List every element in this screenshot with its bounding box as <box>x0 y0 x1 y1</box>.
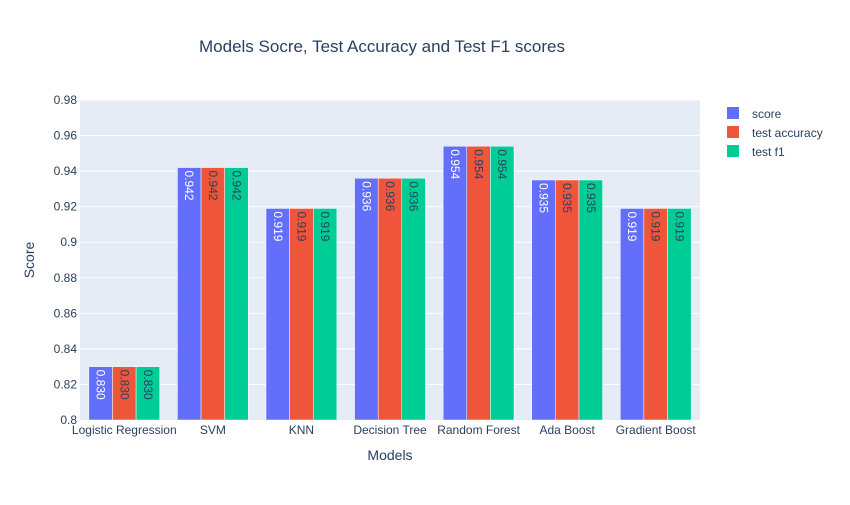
bar-value-label: 0.919 <box>294 211 308 241</box>
y-tick-label: 0.84 <box>54 342 78 356</box>
bar-value-label: 0.935 <box>560 183 574 213</box>
legend-label: score <box>752 107 782 121</box>
legend-swatch <box>727 145 739 157</box>
x-tick-label: Decision Tree <box>353 423 427 437</box>
x-tick-label: Random Forest <box>437 423 520 437</box>
x-tick-label: Ada Boost <box>539 423 595 437</box>
bar-value-label: 0.954 <box>472 149 486 179</box>
bar-value-label: 0.954 <box>495 149 509 179</box>
legend-swatch <box>727 126 739 138</box>
y-tick-label: 0.86 <box>54 306 78 320</box>
bar-value-label: 0.830 <box>117 370 131 400</box>
bar-value-label: 0.942 <box>206 171 220 201</box>
x-axis-ticks: Logistic Regression SVM KNN Decision Tree Ra… <box>72 423 696 437</box>
bar-value-label: 0.830 <box>94 370 108 400</box>
bar-test-f1[interactable] <box>667 208 692 421</box>
legend[interactable]: score test accuracy test f1 <box>727 107 823 159</box>
bar-test-accuracy[interactable] <box>555 179 580 421</box>
bar-value-label: 0.919 <box>672 211 686 241</box>
bar-test-f1[interactable] <box>135 366 160 421</box>
bar-score[interactable] <box>354 177 379 421</box>
legend-label: test f1 <box>752 145 785 159</box>
bar-score[interactable] <box>177 167 202 421</box>
bar-test-accuracy[interactable] <box>466 145 491 421</box>
y-tick-label: 0.9 <box>60 235 77 249</box>
bar-value-label: 0.919 <box>318 211 332 241</box>
bar-value-label: 0.919 <box>271 211 285 241</box>
bar-value-label: 0.936 <box>383 181 397 211</box>
legend-swatch <box>727 107 739 119</box>
bars: 0.830 0.830 0.830 0.942 0.942 0.942 0.919 0.919… <box>88 145 692 421</box>
bar-value-label: 0.942 <box>229 171 243 201</box>
bar-value-label: 0.919 <box>625 211 639 241</box>
bar-test-f1[interactable] <box>401 177 426 421</box>
legend-item-test-accuracy[interactable]: test accuracy <box>727 126 823 140</box>
x-tick-label: KNN <box>289 423 314 437</box>
bar-value-label: 0.935 <box>537 183 551 213</box>
bar-test-f1[interactable] <box>224 167 249 421</box>
legend-item-score[interactable]: score <box>727 107 782 121</box>
y-tick-label: 0.96 <box>54 129 78 143</box>
bar-value-label: 0.919 <box>649 211 663 241</box>
bar-test-f1[interactable] <box>578 179 603 421</box>
legend-item-test-f1[interactable]: test f1 <box>727 145 785 159</box>
legend-label: test accuracy <box>752 126 823 140</box>
x-tick-label: Gradient Boost <box>616 423 697 437</box>
bar-value-label: 0.942 <box>182 171 196 201</box>
bar-test-accuracy[interactable] <box>377 177 403 421</box>
bar-value-label: 0.830 <box>141 370 155 400</box>
bar-value-label: 0.954 <box>448 149 462 179</box>
bar-value-label: 0.936 <box>359 181 373 211</box>
bar-test-accuracy[interactable] <box>200 167 225 421</box>
y-tick-label: 0.92 <box>54 200 78 214</box>
x-tick-label: Logistic Regression <box>72 423 177 437</box>
y-axis-ticks: 0.8 0.82 0.84 0.86 0.88 0.9 0.92 0.94 0.96 0.98 <box>54 93 78 427</box>
bar-test-f1[interactable] <box>490 145 515 421</box>
y-tick-label: 0.94 <box>54 164 78 178</box>
x-tick-label: SVM <box>200 423 226 437</box>
chart-title: Models Socre, Test Accuracy and Test F1 … <box>199 37 565 56</box>
bar-test-f1[interactable] <box>312 208 338 421</box>
x-axis-title: Models <box>367 447 412 463</box>
y-tick-label: 0.82 <box>54 377 78 391</box>
y-tick-label: 0.98 <box>54 93 78 107</box>
y-axis-title: Score <box>21 242 37 279</box>
y-tick-label: 0.8 <box>60 413 77 427</box>
bar-score[interactable] <box>531 179 556 421</box>
bar-value-label: 0.936 <box>407 181 421 211</box>
bar-value-label: 0.935 <box>584 183 598 213</box>
bar-score[interactable] <box>442 145 468 421</box>
y-tick-label: 0.88 <box>54 271 78 285</box>
